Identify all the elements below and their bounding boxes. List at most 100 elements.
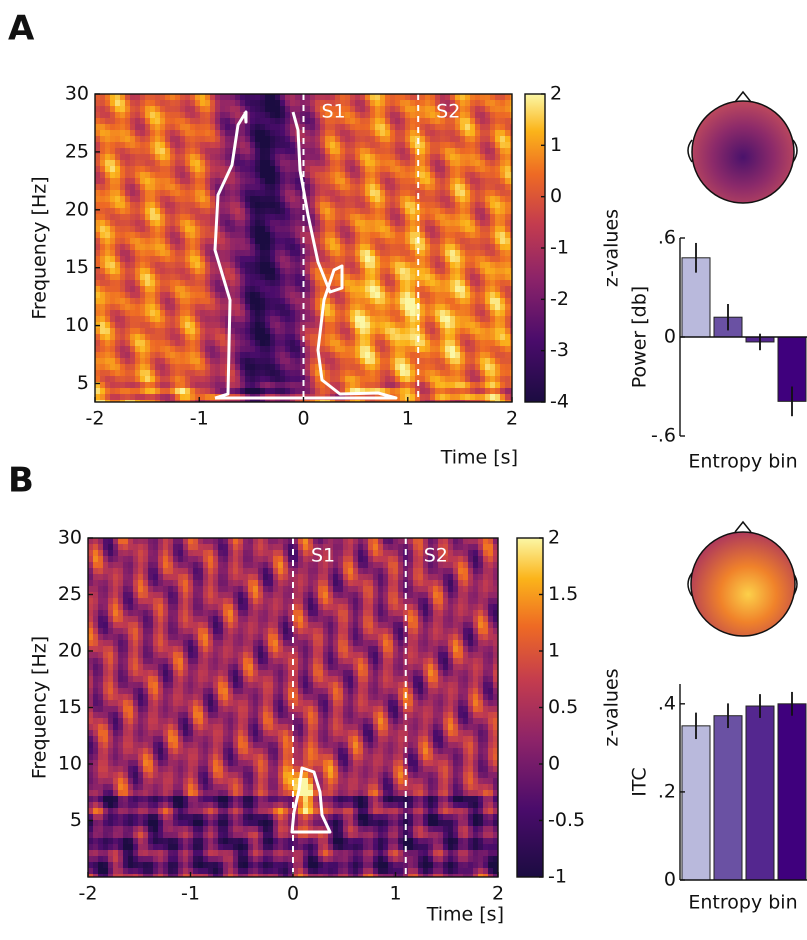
heatmap-cell	[135, 142, 140, 148]
heatmap-cell	[235, 274, 240, 280]
heatmap-cell	[420, 226, 425, 232]
heatmap-cell	[250, 382, 255, 388]
heatmap-cell	[215, 112, 220, 118]
heatmap-cell	[270, 142, 275, 148]
heatmap-cell	[395, 292, 400, 298]
heatmap-cell	[285, 172, 290, 178]
heatmap-cell	[455, 220, 460, 226]
heatmap-cell	[133, 718, 138, 724]
heatmap-cell	[315, 196, 320, 202]
heatmap-cell	[103, 748, 108, 754]
heatmap-cell	[115, 94, 120, 100]
heatmap-cell	[405, 322, 410, 328]
heatmap-cell	[95, 202, 100, 208]
heatmap-cell	[185, 358, 190, 364]
heatmap-cell	[130, 382, 135, 388]
heatmap-cell	[440, 280, 445, 286]
heatmap-cell	[445, 394, 450, 400]
heatmap-cell	[410, 322, 415, 328]
heatmap-cell	[355, 148, 360, 154]
heatmap-cell	[365, 352, 370, 358]
heatmap-cell	[325, 190, 330, 196]
heatmap-cell	[355, 190, 360, 196]
heatmap-cell	[365, 202, 370, 208]
heatmap-cell	[180, 364, 185, 370]
heatmap-cell	[93, 628, 98, 634]
heatmap-cell	[310, 100, 315, 106]
heatmap-cell	[240, 262, 245, 268]
heatmap-cell	[465, 184, 470, 190]
heatmap-cell	[210, 208, 215, 214]
heatmap-cell	[98, 820, 103, 826]
heatmap-cell	[98, 598, 103, 604]
heatmap-cell	[280, 94, 285, 100]
heatmap-cell	[215, 172, 220, 178]
heatmap-cell	[305, 334, 310, 340]
heatmap-cell	[385, 94, 390, 100]
heatmap-cell	[180, 292, 185, 298]
heatmap-cell	[123, 754, 128, 760]
heatmap-cell	[425, 202, 430, 208]
heatmap-cell	[335, 202, 340, 208]
heatmap-cell	[195, 166, 200, 172]
heatmap-cell	[460, 130, 465, 136]
heatmap-cell	[155, 394, 160, 400]
heatmap-cell	[245, 166, 250, 172]
heatmap-cell	[133, 766, 138, 772]
heatmap-cell	[500, 160, 505, 166]
heatmap-cell	[125, 352, 130, 358]
heatmap-cell	[420, 160, 425, 166]
heatmap-cell	[180, 370, 185, 376]
heatmap-cell	[505, 232, 510, 238]
heatmap-cell	[455, 340, 460, 346]
heatmap-cell	[160, 124, 165, 130]
heatmap-cell	[160, 232, 165, 238]
heatmap-cell	[405, 340, 410, 346]
heatmap-cell	[125, 364, 130, 370]
heatmap-cell	[170, 184, 175, 190]
heatmap-cell	[230, 190, 235, 196]
heatmap-cell	[98, 844, 103, 850]
heatmap-cell	[390, 154, 395, 160]
heatmap-cell	[395, 310, 400, 316]
heatmap-cell	[270, 316, 275, 322]
heatmap-cell	[115, 184, 120, 190]
heatmap-cell	[340, 370, 345, 376]
heatmap-cell	[185, 136, 190, 142]
heatmap-cell	[88, 712, 93, 718]
heatmap-cell	[135, 268, 140, 274]
heatmap-cell	[180, 262, 185, 268]
heatmap-cell	[380, 274, 385, 280]
heatmap-cell	[235, 202, 240, 208]
heatmap-cell	[380, 136, 385, 142]
heatmap-cell	[118, 682, 123, 688]
heatmap-cell	[315, 382, 320, 388]
heatmap-cell	[330, 328, 335, 334]
heatmap-cell	[108, 604, 113, 610]
heatmap-cell	[165, 196, 170, 202]
heatmap-cell	[205, 148, 210, 154]
heatmap-cell	[235, 370, 240, 376]
heatmap-cell	[325, 214, 330, 220]
heatmap-cell	[100, 160, 105, 166]
heatmap-cell	[275, 190, 280, 196]
heatmap-cell	[335, 358, 340, 364]
heatmap-cell	[210, 160, 215, 166]
heatmap-cell	[355, 112, 360, 118]
heatmap-cell	[205, 304, 210, 310]
heatmap-cell	[103, 658, 108, 664]
heatmap-cell	[88, 538, 93, 544]
heatmap-cell	[365, 220, 370, 226]
heatmap-cell	[340, 220, 345, 226]
heatmap-cell	[118, 766, 123, 772]
heatmap-cell	[115, 106, 120, 112]
heatmap-cell	[475, 286, 480, 292]
heatmap-cell	[215, 358, 220, 364]
heatmap-cell	[150, 280, 155, 286]
heatmap-cell	[280, 328, 285, 334]
heatmap-cell	[470, 118, 475, 124]
heatmap-cell	[490, 154, 495, 160]
heatmap-cell	[320, 172, 325, 178]
heatmap-cell	[118, 670, 123, 676]
heatmap-cell	[93, 622, 98, 628]
